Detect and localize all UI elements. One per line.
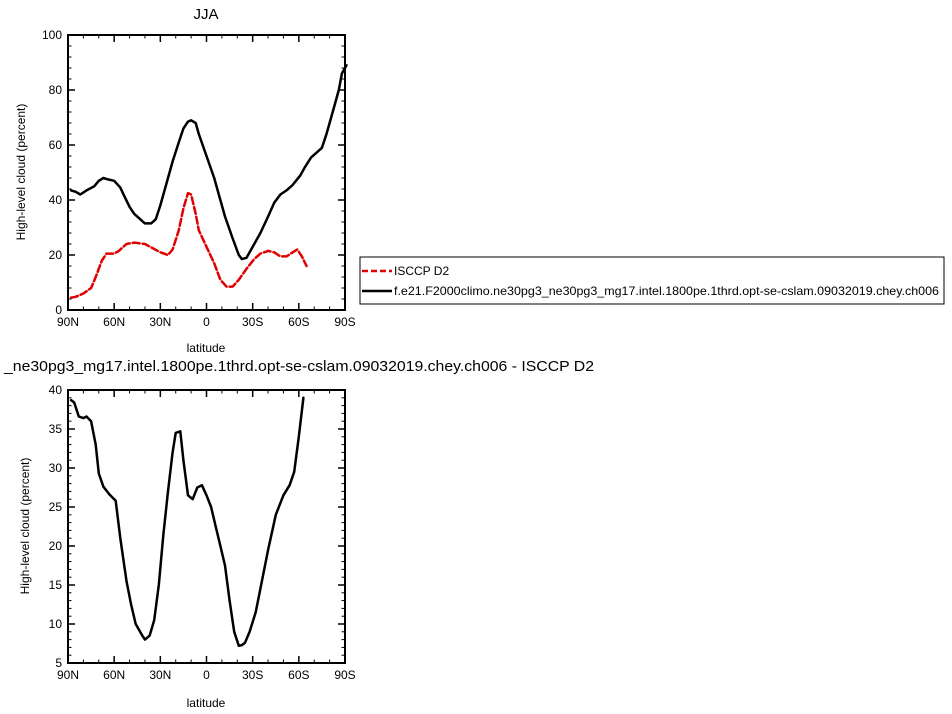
top-series-line-0 [69, 191, 308, 299]
top-xtick-label: 30S [242, 315, 263, 329]
bottom-plot-series [69, 396, 305, 648]
bottom-ytick-label: 25 [49, 500, 63, 514]
top-ytick-label: 60 [49, 138, 63, 152]
top-ytick-label: 40 [49, 193, 63, 207]
top-plot: JJA 90N 60N 30N 0 30S 60S 90S 0 20 40 60 80 100 lati… [14, 6, 356, 355]
top-xtick-label: 30N [149, 315, 171, 329]
bottom-plot: _ne30pg3_mg17.intel.1800pe.1thrd.opt-se-… [3, 358, 594, 710]
top-xtick-label: 90N [57, 315, 79, 329]
bottom-xtick-label: 30S [242, 668, 263, 682]
bottom-ytick-label: 30 [49, 461, 63, 475]
bottom-ytick-label: 15 [49, 578, 63, 592]
top-series-line-1 [69, 64, 348, 261]
bottom-plot-xlabel: latitude [187, 696, 226, 710]
bottom-xtick-label: 90S [334, 668, 355, 682]
top-plot-series [69, 64, 348, 299]
legend-label-isccp: ISCCP D2 [394, 264, 449, 278]
top-plot-xlabel: latitude [187, 341, 226, 355]
bottom-ytick-label: 10 [49, 617, 63, 631]
top-ytick-label: 80 [49, 83, 63, 97]
bottom-series-line-0 [69, 396, 305, 648]
bottom-plot-title: _ne30pg3_mg17.intel.1800pe.1thrd.opt-se-… [3, 358, 594, 375]
top-plot-ylabel: High-level cloud (percent) [14, 104, 28, 241]
bottom-ytick-label: 40 [49, 383, 63, 397]
bottom-ytick-label: 5 [55, 656, 62, 670]
top-ytick-label: 100 [42, 28, 62, 42]
bottom-xtick-label: 60S [288, 668, 309, 682]
bottom-plot-axes: 90N 60N 30N 0 30S 60S 90S 5 10 15 20 25 30 35 40 [49, 383, 356, 682]
top-ytick-label: 0 [55, 303, 62, 317]
bottom-xtick-label: 30N [149, 668, 171, 682]
bottom-xtick-label: 0 [203, 668, 210, 682]
bottom-xtick-label: 90N [57, 668, 79, 682]
top-xtick-label: 90S [334, 315, 355, 329]
top-xtick-label: 60N [103, 315, 125, 329]
bottom-ytick-label: 35 [49, 422, 63, 436]
bottom-plot-frame [67, 389, 346, 664]
legend-label-model: f.e21.F2000climo.ne30pg3_ne30pg3_mg17.in… [394, 284, 939, 298]
top-xtick-label: 0 [203, 315, 210, 329]
bottom-xtick-label: 60N [103, 668, 125, 682]
top-plot-title: JJA [193, 6, 218, 23]
top-xtick-label: 60S [288, 315, 309, 329]
top-plot-frame [67, 34, 346, 311]
bottom-plot-ylabel: High-level cloud (percent) [18, 458, 32, 595]
top-ytick-label: 20 [49, 248, 63, 262]
bottom-ytick-label: 20 [49, 539, 63, 553]
legend-box [359, 256, 945, 305]
top-plot-axes: 90N 60N 30N 0 30S 60S 90S 0 20 40 60 80 100 [42, 28, 356, 329]
legend: ISCCP D2 f.e21.F2000climo.ne30pg3_ne30pg… [359, 256, 945, 305]
